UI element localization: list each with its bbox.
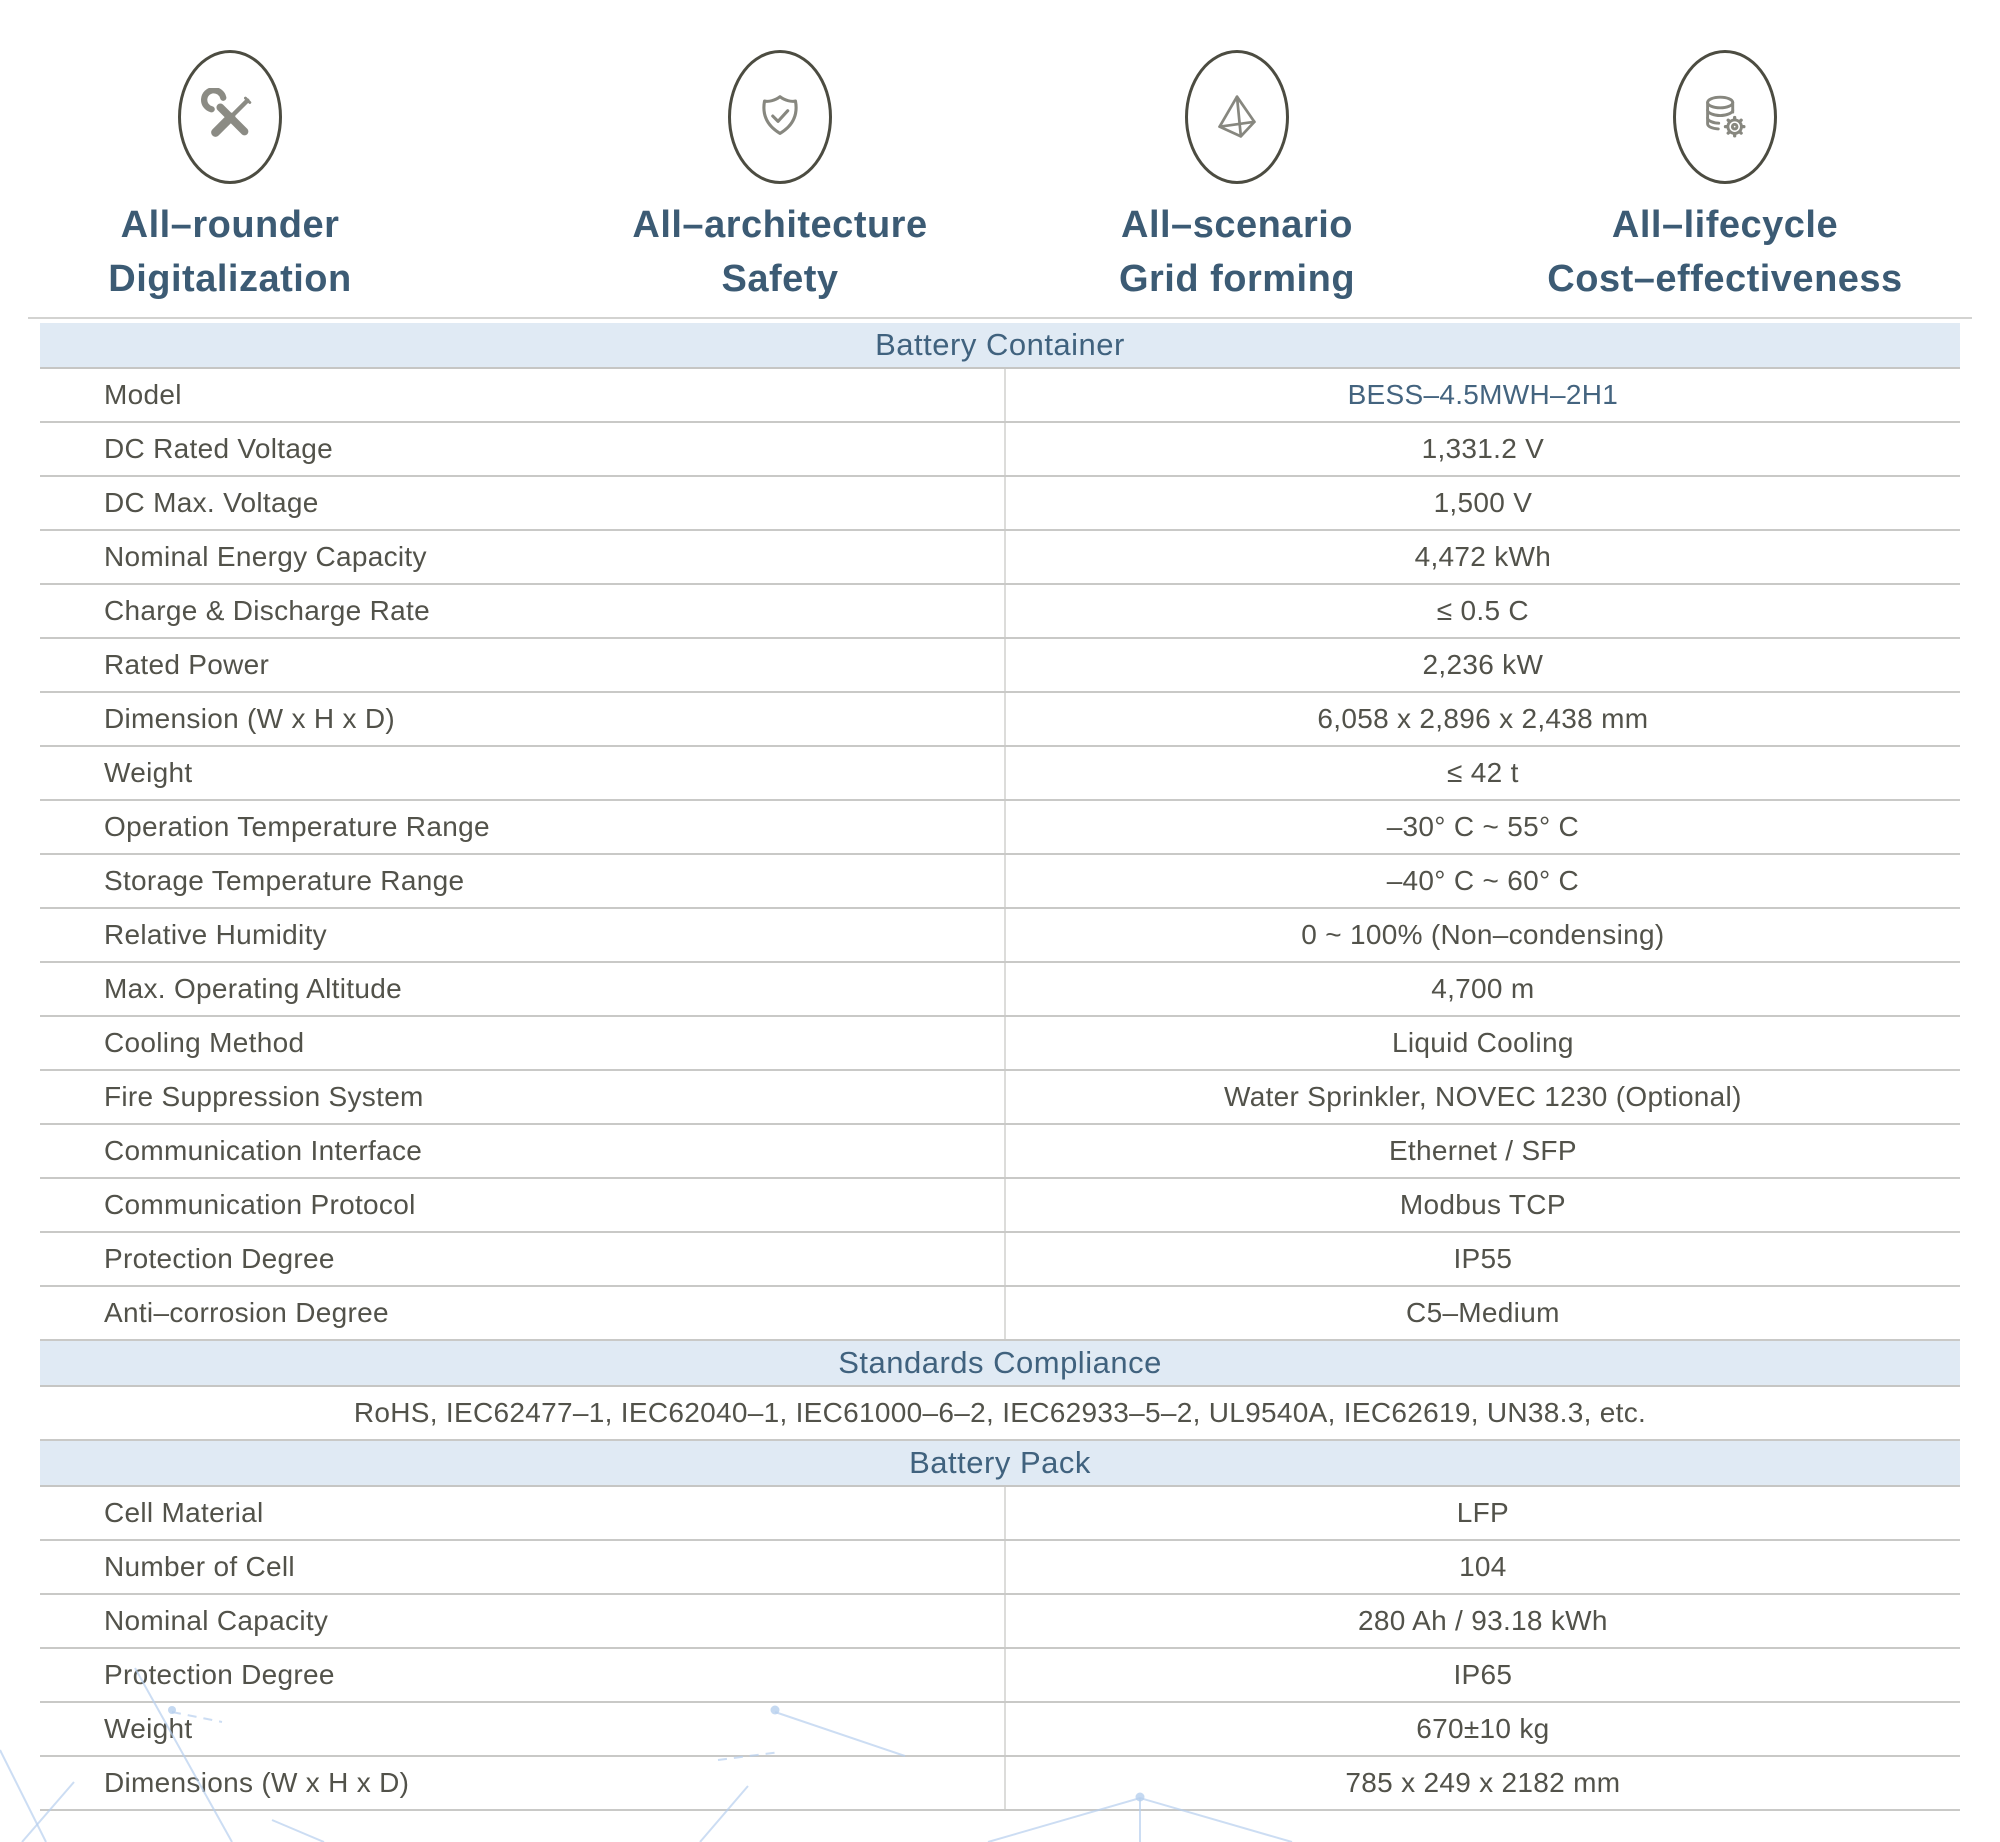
spec-label: Charge & Discharge Rate: [40, 585, 1006, 637]
spec-value: 0 ~ 100% (Non–condensing): [1301, 919, 1665, 950]
spec-row: Storage Temperature Range –40° C ~ 60° C: [40, 855, 1960, 909]
spec-label: Dimension (W x H x D): [40, 693, 1006, 745]
spec-label: Operation Temperature Range: [40, 801, 1006, 853]
spec-value: 104: [1459, 1551, 1507, 1582]
spec-label: Nominal Capacity: [40, 1595, 1006, 1647]
spec-label: Cooling Method: [40, 1017, 1006, 1069]
spec-value: Modbus TCP: [1399, 1189, 1566, 1220]
spec-value: LFP: [1456, 1497, 1509, 1528]
spec-label: Communication Interface: [40, 1125, 1006, 1177]
spec-row: Weight 670±10 kg: [40, 1703, 1960, 1757]
spec-table: Battery Container Model BESS–4.5MWH–2H1 DC …: [40, 323, 1960, 1811]
spec-label: Protection Degree: [40, 1233, 1006, 1285]
spec-label: Relative Humidity: [40, 909, 1006, 961]
spec-value: –40° C ~ 60° C: [1386, 865, 1580, 896]
spec-row: Cell Material LFP: [40, 1487, 1960, 1541]
spec-label: Weight: [40, 747, 1006, 799]
spec-row: Protection Degree IP65: [40, 1649, 1960, 1703]
spec-row: Protection Degree IP55: [40, 1233, 1960, 1287]
spec-row: Charge & Discharge Rate ≤ 0.5 C: [40, 585, 1960, 639]
spec-value: 280 Ah / 93.18 kWh: [1357, 1605, 1608, 1636]
feature-label: All–lifecycle Cost–effectiveness: [1495, 198, 1955, 306]
standards-row: RoHS, IEC62477–1, IEC62040–1, IEC61000–6…: [40, 1387, 1960, 1441]
standards-text: RoHS, IEC62477–1, IEC62040–1, IEC61000–6…: [353, 1397, 1647, 1428]
feature-label-line2: Grid forming: [1118, 258, 1356, 300]
section-header: Battery Pack: [40, 1441, 1960, 1487]
section-header: Standards Compliance: [40, 1341, 1960, 1387]
feature-item-grid-forming: All–scenario Grid forming: [1007, 50, 1467, 306]
spec-row: Relative Humidity 0 ~ 100% (Non–condensin…: [40, 909, 1960, 963]
spec-value: 785 x 249 x 2182 mm: [1345, 1767, 1621, 1798]
spec-value: –30° C ~ 55° C: [1386, 811, 1580, 842]
spec-row: Dimension (W x H x D) 6,058 x 2,896 x 2,4…: [40, 693, 1960, 747]
feature-label-line1: All–scenario: [1121, 204, 1353, 246]
spec-label: Fire Suppression System: [40, 1071, 1006, 1123]
spec-value: 4,472 kWh: [1414, 541, 1552, 572]
feature-item-digitalization: All–rounder Digitalization: [0, 50, 460, 306]
feature-label: All–architecture Safety: [550, 198, 1010, 306]
spec-value: 4,700 m: [1431, 973, 1535, 1004]
feature-label-line1: All–rounder: [120, 204, 340, 246]
spec-label: Dimensions (W x H x D): [40, 1757, 1006, 1809]
spec-row: DC Max. Voltage 1,500 V: [40, 477, 1960, 531]
feature-label: All–rounder Digitalization: [0, 198, 460, 306]
feature-item-safety: All–architecture Safety: [550, 50, 1010, 306]
spec-label: Storage Temperature Range: [40, 855, 1006, 907]
spec-row: Communication Interface Ethernet / SFP: [40, 1125, 1960, 1179]
spec-value: C5–Medium: [1406, 1297, 1560, 1328]
spec-value: 1,331.2 V: [1421, 433, 1545, 464]
section-header: Battery Container: [40, 323, 1960, 369]
spec-row: Nominal Capacity 280 Ah / 93.18 kWh: [40, 1595, 1960, 1649]
spec-label: Communication Protocol: [40, 1179, 1006, 1231]
spec-label: Nominal Energy Capacity: [40, 531, 1006, 583]
spec-label: Anti–corrosion Degree: [40, 1287, 1006, 1339]
spec-label: DC Rated Voltage: [40, 423, 1006, 475]
spec-row: Model BESS–4.5MWH–2H1: [40, 369, 1960, 423]
spec-row: Number of Cell 104: [40, 1541, 1960, 1595]
spec-row: Operation Temperature Range –30° C ~ 55° …: [40, 801, 1960, 855]
feature-label-line2: Digitalization: [108, 258, 352, 300]
spec-value: Liquid Cooling: [1392, 1027, 1574, 1058]
spec-value: 6,058 x 2,896 x 2,438 mm: [1317, 703, 1649, 734]
spec-label: Weight: [40, 1703, 1006, 1755]
spec-row: DC Rated Voltage 1,331.2 V: [40, 423, 1960, 477]
tools-icon: [178, 50, 282, 184]
spec-row: Weight ≤ 42 t: [40, 747, 1960, 801]
spec-row: Fire Suppression System Water Sprinkler, …: [40, 1071, 1960, 1125]
spec-value: 670±10 kg: [1416, 1713, 1550, 1744]
spec-value: ≤ 0.5 C: [1436, 595, 1529, 626]
spec-value: IP55: [1453, 1243, 1513, 1274]
spec-value: ≤ 42 t: [1447, 757, 1519, 788]
spec-row: Communication Protocol Modbus TCP: [40, 1179, 1960, 1233]
spec-row: Nominal Energy Capacity 4,472 kWh: [40, 531, 1960, 585]
spec-value: 2,236 kW: [1422, 649, 1544, 680]
spec-row: Rated Power 2,236 kW: [40, 639, 1960, 693]
spec-label: Rated Power: [40, 639, 1006, 691]
spec-label: Protection Degree: [40, 1649, 1006, 1701]
spec-label: Number of Cell: [40, 1541, 1006, 1593]
feature-label-line1: All–architecture: [632, 204, 928, 246]
feature-label-line1: All–lifecycle: [1611, 204, 1839, 246]
spec-row: Max. Operating Altitude 4,700 m: [40, 963, 1960, 1017]
feature-item-cost-effectiveness: All–lifecycle Cost–effectiveness: [1495, 50, 1955, 306]
spec-label: DC Max. Voltage: [40, 477, 1006, 529]
spec-row: Anti–corrosion Degree C5–Medium: [40, 1287, 1960, 1341]
spec-value: IP65: [1453, 1659, 1513, 1690]
feature-label-line2: Cost–effectiveness: [1547, 258, 1903, 300]
spec-row: Dimensions (W x H x D) 785 x 249 x 2182 m…: [40, 1757, 1960, 1811]
spec-label: Max. Operating Altitude: [40, 963, 1006, 1015]
spec-value: Ethernet / SFP: [1388, 1135, 1577, 1166]
database-gear-icon: [1673, 50, 1777, 184]
spec-row: Cooling Method Liquid Cooling: [40, 1017, 1960, 1071]
table-top-rule: [28, 317, 1972, 319]
feature-label: All–scenario Grid forming: [1007, 198, 1467, 306]
spec-label: Cell Material: [40, 1487, 1006, 1539]
pyramid-icon: [1185, 50, 1289, 184]
spec-value: BESS–4.5MWH–2H1: [1347, 379, 1619, 410]
spec-value: 1,500 V: [1433, 487, 1533, 518]
spec-label: Model: [40, 369, 1006, 421]
feature-label-line2: Safety: [721, 258, 839, 300]
spec-value: Water Sprinkler, NOVEC 1230 (Optional): [1224, 1081, 1742, 1112]
shield-check-icon: [728, 50, 832, 184]
